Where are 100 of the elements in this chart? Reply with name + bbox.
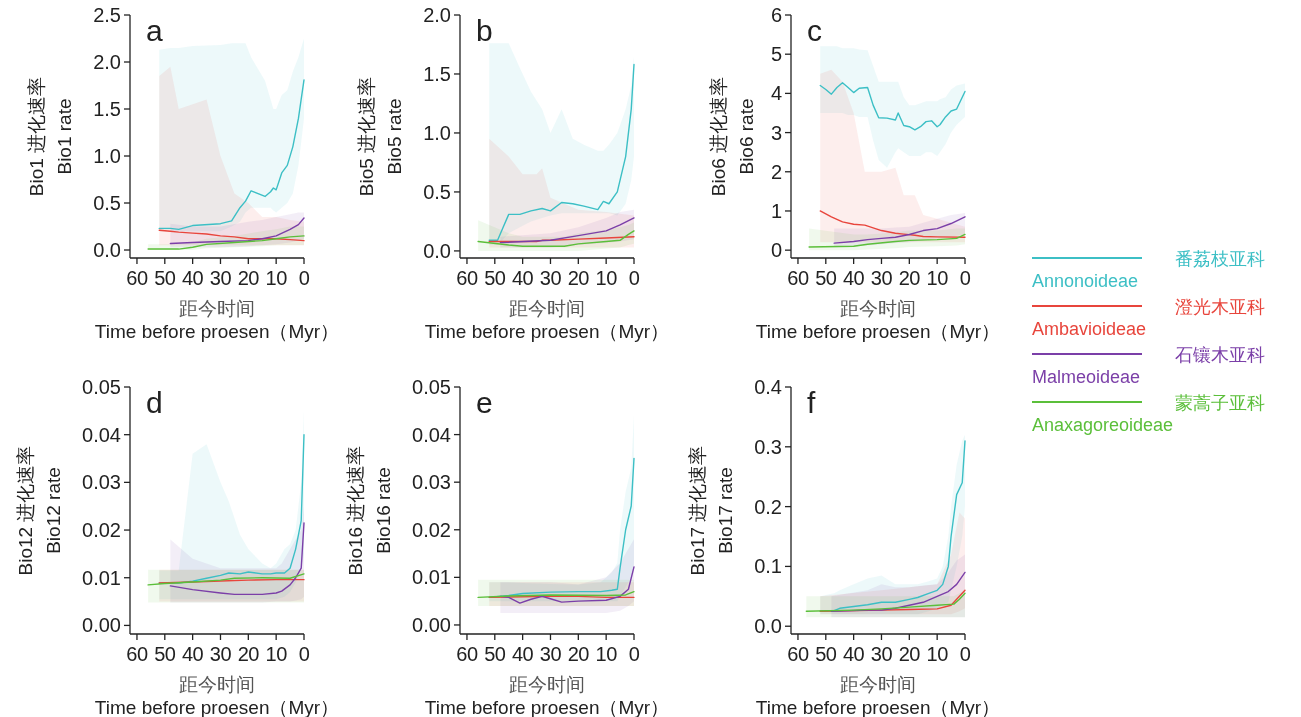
y-tick-label: 2.5 xyxy=(93,4,121,26)
x-tick-label: 60 xyxy=(126,267,148,289)
y-tick-label: 0.1 xyxy=(754,555,782,578)
y-tick-label: 0.01 xyxy=(82,566,121,589)
y-tick-label: 2 xyxy=(770,160,782,183)
x-tick-label: 40 xyxy=(182,643,204,665)
y-tick-label: 2.0 xyxy=(93,51,121,73)
annotation: f xyxy=(807,386,816,419)
x-tick-label: 10 xyxy=(595,643,618,665)
y-tick-label: 0.04 xyxy=(82,423,121,446)
y-tick-label: 0.2 xyxy=(754,495,782,518)
x-tick-label: 0 xyxy=(298,267,310,289)
x-tick-label: 0 xyxy=(628,267,640,289)
line-series xyxy=(147,573,305,586)
line-series xyxy=(477,230,635,247)
x-tick-label: 10 xyxy=(926,267,949,289)
y-tick-label: 0.0 xyxy=(754,615,782,638)
x-axis-title: 距今时间 Time before proesen（Myr） xyxy=(424,298,670,342)
y-tick-label: 4 xyxy=(770,82,782,105)
x-tick-label: 30 xyxy=(209,643,232,665)
y-tick-label: 0.00 xyxy=(412,613,451,636)
x-tick-label: 60 xyxy=(456,267,478,289)
y-tick-label: 1 xyxy=(770,199,782,222)
x-tick-label: 20 xyxy=(898,267,921,289)
y-axis-title: Bio5 进化速率 Bio5 rate xyxy=(355,76,405,197)
x-tick-label: 20 xyxy=(567,267,590,289)
y-tick-label: 0.04 xyxy=(412,423,451,446)
y-tick-label: 0 xyxy=(770,239,782,262)
y-tick-label: 6 xyxy=(770,4,782,26)
line-series xyxy=(805,592,966,612)
y-tick-label: 0.03 xyxy=(412,471,451,494)
x-tick-label: 40 xyxy=(182,267,204,289)
x-tick-label: 50 xyxy=(815,267,837,289)
x-tick-label: 40 xyxy=(512,267,534,289)
x-tick-label: 30 xyxy=(209,267,232,289)
y-tick-label: 1.5 xyxy=(423,62,451,85)
x-tick-label: 60 xyxy=(126,643,148,665)
line-series xyxy=(147,235,305,250)
line-series xyxy=(499,217,635,244)
y-axis-title: Bio16 进化速率 Bio16 rate xyxy=(345,445,394,576)
x-tick-label: 30 xyxy=(870,643,893,665)
x-tick-label: 0 xyxy=(959,643,971,665)
x-tick-label: 50 xyxy=(484,643,506,665)
x-tick-label: 60 xyxy=(456,643,478,665)
x-tick-label: 60 xyxy=(787,267,809,289)
x-tick-label: 20 xyxy=(237,267,260,289)
line-series xyxy=(819,82,966,131)
legend: 番荔枝亚科 Annonoideae 澄光木亚科 Ambavioideae 石镶木亚科 Malmeoideae 蒙蒿子亚科 Anaxagoreoideae xyxy=(1031,249,1265,435)
y-axis-title: Bio1 进化速率 Bio1 rate xyxy=(25,76,75,197)
y-tick-label: 0.0 xyxy=(423,239,451,262)
line-series xyxy=(158,229,305,242)
y-tick-label: 0.4 xyxy=(754,376,782,398)
x-tick-label: 10 xyxy=(595,267,618,289)
x-tick-label: 50 xyxy=(484,267,506,289)
x-tick-label: 10 xyxy=(265,267,288,289)
annotation: c xyxy=(807,14,822,47)
x-tick-label: 40 xyxy=(843,267,865,289)
annotation: d xyxy=(146,386,163,419)
x-tick-label: 20 xyxy=(898,643,921,665)
annotation: a xyxy=(146,14,163,47)
x-tick-label: 20 xyxy=(567,643,590,665)
line-series xyxy=(819,210,966,238)
x-tick-label: 0 xyxy=(298,643,310,665)
x-tick-label: 0 xyxy=(628,643,640,665)
y-tick-label: 0.00 xyxy=(82,614,121,637)
annotation: b xyxy=(476,14,493,47)
x-tick-label: 60 xyxy=(787,643,809,665)
y-tick-label: 1.0 xyxy=(93,145,121,168)
y-axis-title: Bio12 进化速率 Bio12 rate xyxy=(15,445,64,576)
x-tick-label: 0 xyxy=(959,267,971,289)
y-tick-label: 0.05 xyxy=(412,376,451,398)
x-axis-title: 距今时间 Time before proesen（Myr） xyxy=(755,298,1001,342)
y-tick-label: 0.02 xyxy=(412,518,451,541)
y-tick-label: 0.5 xyxy=(93,192,121,215)
x-tick-label: 50 xyxy=(154,643,176,665)
x-tick-label: 40 xyxy=(843,643,865,665)
y-tick-label: 0.01 xyxy=(412,566,451,589)
y-tick-label: 0.5 xyxy=(423,180,451,203)
x-tick-label: 30 xyxy=(870,267,893,289)
y-axis-title: Bio17 进化速率 Bio17 rate xyxy=(686,445,736,576)
y-tick-label: 0.03 xyxy=(82,471,121,494)
x-tick-label: 10 xyxy=(265,643,288,665)
y-tick-label: 5 xyxy=(770,43,782,66)
x-axis-title: 距今时间 Time before proesen（Myr） xyxy=(94,298,340,342)
x-tick-label: 30 xyxy=(539,267,562,289)
y-tick-label: 1.5 xyxy=(93,98,121,120)
y-tick-label: 2.0 xyxy=(423,4,451,26)
y-tick-label: 0.0 xyxy=(93,239,121,262)
x-tick-label: 50 xyxy=(154,267,176,289)
y-tick-label: 0.05 xyxy=(82,376,121,398)
line-series xyxy=(158,79,305,231)
line-series xyxy=(808,233,966,248)
y-tick-label: 0.02 xyxy=(82,519,121,542)
y-axis-title: Bio6 进化速率 Bio6 rate xyxy=(707,76,757,197)
x-tick-label: 30 xyxy=(539,643,562,665)
y-tick-label: 1.0 xyxy=(423,121,451,144)
x-tick-label: 10 xyxy=(926,643,949,665)
y-tick-label: 3 xyxy=(770,121,782,144)
line-series xyxy=(169,522,305,596)
x-tick-label: 40 xyxy=(512,643,534,665)
